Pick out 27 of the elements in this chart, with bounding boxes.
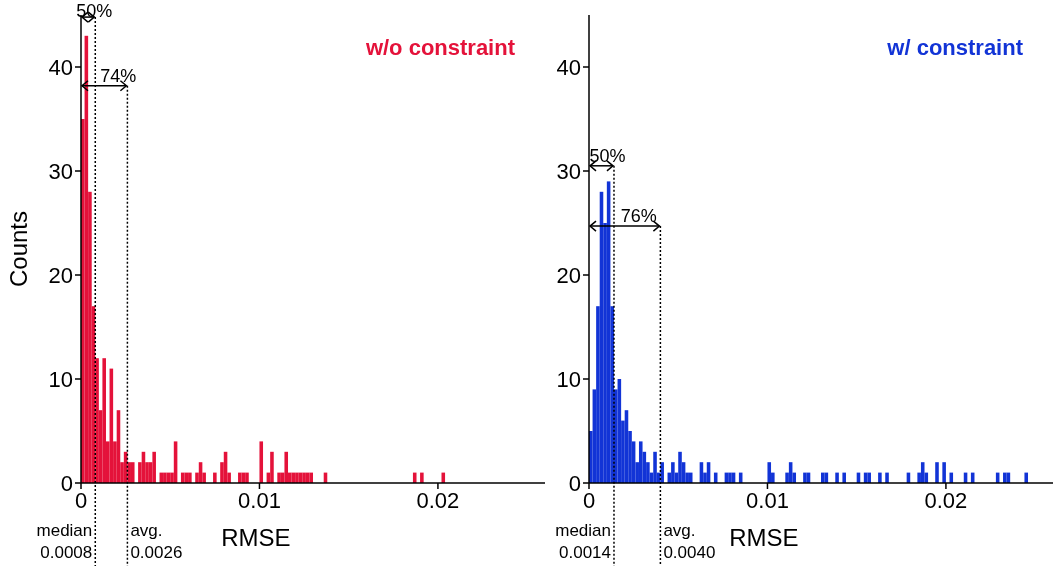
y-tick-label: 10 — [556, 367, 581, 392]
x-axis-title: RMSE — [729, 524, 799, 551]
ref-line-label: median 0.0014 — [555, 521, 611, 562]
ref-line-label: avg. 0.0026 — [130, 521, 183, 562]
y-tick-label: 30 — [556, 159, 581, 184]
annotation: 50% — [589, 145, 626, 166]
y-tick-label: 40 — [556, 55, 581, 80]
y-tick-label: 0 — [568, 471, 581, 496]
annotation: 76% — [620, 206, 657, 227]
y-tick-label: 40 — [48, 55, 73, 80]
annotation: 50% — [76, 1, 113, 21]
x-axis-title: RMSE — [221, 524, 291, 551]
x-tick-label: 0.02 — [924, 488, 968, 513]
y-tick-label: 10 — [48, 367, 73, 392]
x-tick-label: 0.01 — [746, 488, 789, 513]
x-tick-label: 0.02 — [416, 488, 460, 513]
text: w/o constraint — [364, 35, 516, 60]
x-tick-label: 0.01 — [238, 488, 281, 513]
ref-line-label: median 0.0008 — [36, 521, 93, 562]
y-tick-label: 0 — [60, 471, 73, 496]
ref-line-label: avg. 0.0040 — [663, 521, 716, 562]
y-axis-title: Counts — [5, 210, 32, 288]
y-tick-label: 20 — [556, 263, 581, 288]
annotation: 74% — [100, 65, 137, 86]
y-tick-label: 30 — [48, 159, 73, 184]
y-tick-label: 20 — [48, 263, 73, 288]
text: w/ constraint — [886, 35, 1024, 60]
